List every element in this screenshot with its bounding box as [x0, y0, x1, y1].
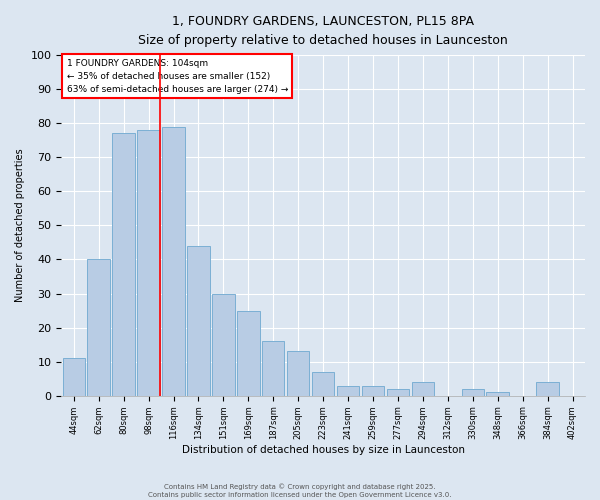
Bar [487, 392, 509, 396]
Bar [387, 389, 409, 396]
Bar [162, 126, 185, 396]
Bar [187, 246, 209, 396]
Bar [62, 358, 85, 396]
Bar [312, 372, 334, 396]
Bar [212, 294, 235, 396]
Bar [287, 352, 310, 396]
Text: Contains HM Land Registry data © Crown copyright and database right 2025.
Contai: Contains HM Land Registry data © Crown c… [148, 484, 452, 498]
Bar [137, 130, 160, 396]
Title: 1, FOUNDRY GARDENS, LAUNCESTON, PL15 8PA
Size of property relative to detached h: 1, FOUNDRY GARDENS, LAUNCESTON, PL15 8PA… [138, 15, 508, 47]
Bar [337, 386, 359, 396]
Bar [461, 389, 484, 396]
Bar [112, 134, 135, 396]
Y-axis label: Number of detached properties: Number of detached properties [15, 148, 25, 302]
Bar [237, 310, 260, 396]
Bar [362, 386, 384, 396]
Bar [262, 341, 284, 396]
X-axis label: Distribution of detached houses by size in Launceston: Distribution of detached houses by size … [182, 445, 464, 455]
Bar [536, 382, 559, 396]
Bar [88, 260, 110, 396]
Bar [412, 382, 434, 396]
Text: 1 FOUNDRY GARDENS: 104sqm
← 35% of detached houses are smaller (152)
63% of semi: 1 FOUNDRY GARDENS: 104sqm ← 35% of detac… [67, 58, 288, 94]
